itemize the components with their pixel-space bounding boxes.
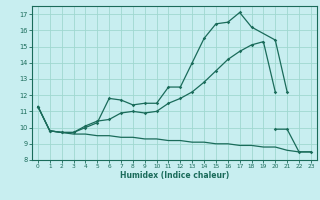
X-axis label: Humidex (Indice chaleur): Humidex (Indice chaleur) (120, 171, 229, 180)
